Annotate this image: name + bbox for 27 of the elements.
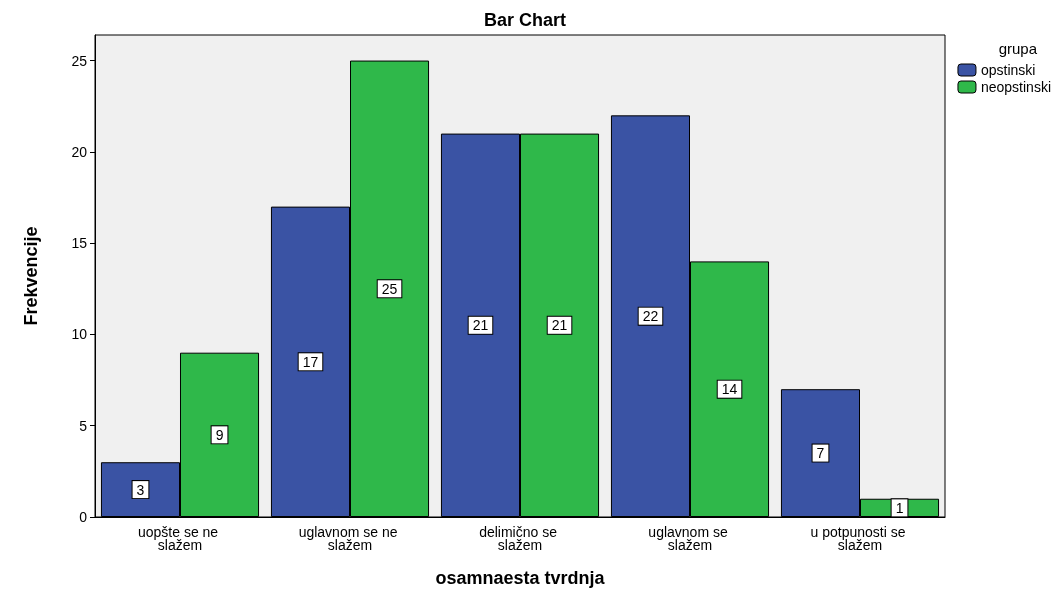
- legend-title: grupa: [998, 40, 1038, 57]
- x-tick-label: uopšte se ne slažem: [137, 523, 223, 553]
- y-tick-label: 5: [79, 417, 88, 434]
- legend-label: opstinski: [980, 62, 1036, 78]
- data-label: 21: [551, 317, 568, 334]
- data-label: 22: [642, 308, 659, 325]
- data-label: 9: [215, 426, 224, 443]
- chart-title: Bar Chart: [483, 10, 567, 30]
- y-tick-label: 15: [71, 235, 88, 252]
- y-tick-label: 10: [71, 326, 88, 343]
- y-tick-label: 20: [71, 143, 88, 160]
- y-tick-label: 25: [71, 52, 88, 69]
- x-tick-label: u potpunosti se slažem: [810, 523, 910, 553]
- data-label: 7: [816, 445, 825, 462]
- x-axis-title: osamnaesta tvrdnja: [435, 568, 606, 588]
- x-tick-label: uglavnom se ne slažem: [298, 523, 402, 553]
- legend-label: neopstinski: [980, 79, 1052, 95]
- data-label: 14: [721, 381, 738, 398]
- x-tick-label: uglavnom se slažem: [648, 523, 732, 553]
- y-axis-title: Frekvencije: [21, 226, 41, 326]
- y-tick-label: 0: [79, 509, 88, 525]
- data-label: 17: [302, 353, 319, 370]
- data-label: 25: [381, 280, 398, 297]
- data-label: 1: [895, 499, 904, 516]
- data-label: 21: [472, 317, 489, 334]
- x-tick-label: delimično se slažem: [479, 523, 561, 553]
- data-label: 3: [136, 481, 145, 498]
